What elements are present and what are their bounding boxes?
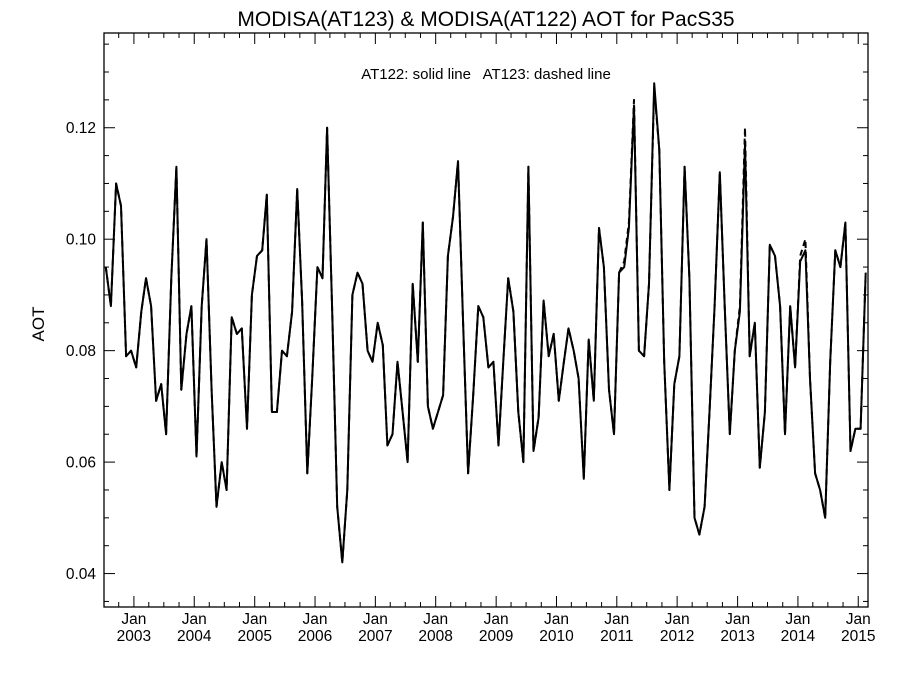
x-tick-month-label: Jan xyxy=(604,611,629,628)
x-tick-month-label: Jan xyxy=(121,611,146,628)
y-axis-label: AOT xyxy=(29,307,48,342)
x-tick-month-label: Jan xyxy=(242,611,267,628)
x-tick-month-label: Jan xyxy=(725,611,750,628)
chart-title: MODISA(AT123) & MODISA(AT122) AOT for Pa… xyxy=(237,8,734,31)
x-tick-year-label: 2003 xyxy=(117,628,151,645)
x-tick-month-label: Jan xyxy=(484,611,509,628)
line-style-note: AT122: solid line AT123: dashed line xyxy=(361,66,611,83)
series-line-at123 xyxy=(104,87,867,564)
axis-ticks: 0.040.060.080.100.12Jan2003Jan2004Jan200… xyxy=(66,33,875,645)
y-tick-label: 0.10 xyxy=(66,232,97,249)
x-tick-year-label: 2011 xyxy=(600,628,633,645)
x-tick-month-label: Jan xyxy=(303,611,328,628)
plot-frame xyxy=(103,32,869,608)
x-tick-year-label: 2009 xyxy=(479,628,513,645)
x-tick-year-label: 2007 xyxy=(358,628,392,645)
y-tick-label: 0.08 xyxy=(66,343,96,360)
x-tick-year-label: 2013 xyxy=(720,628,754,645)
x-tick-month-label: Jan xyxy=(182,611,207,628)
x-tick-year-label: 2012 xyxy=(660,628,694,645)
x-tick-month-label: Jan xyxy=(544,611,569,628)
x-tick-month-label: Jan xyxy=(423,611,448,628)
y-tick-label: 0.04 xyxy=(66,566,97,583)
x-tick-year-label: 2015 xyxy=(841,628,875,645)
y-tick-label: 0.06 xyxy=(66,455,96,472)
y-tick-label: 0.12 xyxy=(66,120,96,137)
series-line-at122 xyxy=(104,82,867,564)
x-tick-month-label: Jan xyxy=(846,611,871,628)
x-tick-year-label: 2014 xyxy=(781,628,816,645)
x-tick-year-label: 2006 xyxy=(298,628,332,645)
x-tick-month-label: Jan xyxy=(363,611,388,628)
x-tick-year-label: 2008 xyxy=(418,628,452,645)
x-tick-year-label: 2010 xyxy=(539,628,574,645)
x-tick-month-label: Jan xyxy=(785,611,810,628)
x-tick-year-label: 2005 xyxy=(237,628,271,645)
x-tick-month-label: Jan xyxy=(665,611,690,628)
series-layer xyxy=(104,82,867,564)
x-tick-year-label: 2004 xyxy=(177,628,212,645)
